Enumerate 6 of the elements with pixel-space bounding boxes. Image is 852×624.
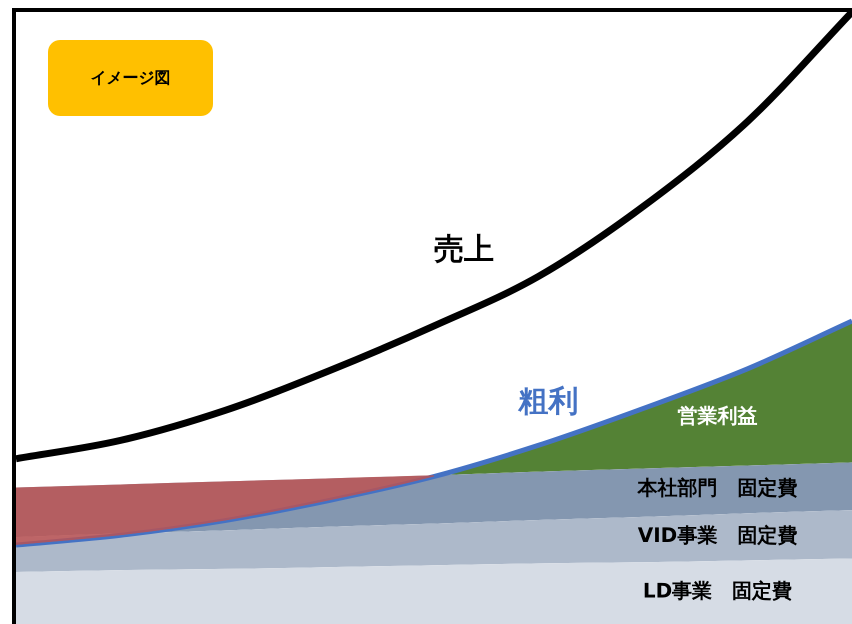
- series-label: 売上: [434, 232, 494, 267]
- series-label: VID事業 固定費: [638, 522, 798, 547]
- note-box: イメージ図: [48, 40, 213, 116]
- series-label: 本社部門 固定費: [636, 476, 798, 500]
- series-label: 営業利益: [678, 403, 758, 428]
- series-label: 粗利: [518, 384, 578, 420]
